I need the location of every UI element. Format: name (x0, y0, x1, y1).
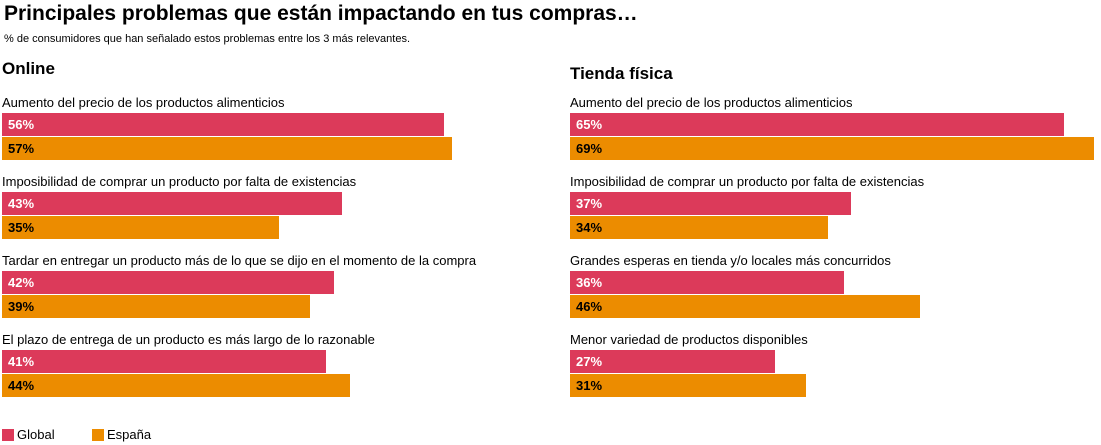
legend-swatch-global (2, 428, 14, 441)
bar-value-label: 35% (8, 220, 35, 235)
category-label: Aumento del precio de los productos alim… (2, 95, 285, 110)
legend-item-espana: España (92, 427, 151, 442)
bar-espa-a (2, 374, 350, 397)
bar-global (570, 192, 851, 215)
bar-global (2, 350, 326, 373)
bar-value-label: 36% (576, 275, 603, 290)
bar-value-label: 42% (8, 275, 35, 290)
bar-espa-a (2, 216, 279, 239)
legend-label-global: Global (17, 427, 55, 442)
bar-value-label: 57% (8, 141, 35, 156)
panel-title-tienda-f-sica: Tienda física (570, 64, 673, 83)
bar-value-label: 37% (576, 196, 603, 211)
bar-value-label: 65% (576, 117, 603, 132)
bar-value-label: 39% (8, 299, 35, 314)
bar-value-label: 56% (8, 117, 35, 132)
category-label: Menor variedad de productos disponibles (570, 332, 808, 347)
bar-espa-a (2, 295, 310, 318)
category-label: Imposibilidad de comprar un producto por… (2, 174, 357, 189)
bar-value-label: 69% (576, 141, 603, 156)
bar-value-label: 41% (8, 354, 35, 369)
panel-title-online: Online (2, 59, 55, 78)
bar-global (2, 113, 444, 136)
legend-item-global: Global (2, 427, 55, 442)
bar-value-label: 46% (576, 299, 603, 314)
category-label: Tardar en entregar un producto más de lo… (2, 253, 477, 268)
category-label: El plazo de entrega de un producto es má… (2, 332, 375, 347)
bar-espa-a (2, 137, 452, 160)
bar-value-label: 44% (8, 378, 35, 393)
legend-label-espana: España (107, 427, 152, 442)
bar-value-label: 43% (8, 196, 35, 211)
legend-swatch-espana (92, 428, 104, 441)
bar-value-label: 27% (576, 354, 603, 369)
category-label: Imposibilidad de comprar un producto por… (570, 174, 925, 189)
bar-value-label: 34% (576, 220, 603, 235)
category-label: Aumento del precio de los productos alim… (570, 95, 853, 110)
bar-global (570, 271, 844, 294)
bar-espa-a (570, 137, 1094, 160)
bar-global (570, 350, 775, 373)
bar-espa-a (570, 216, 828, 239)
bar-value-label: 31% (576, 378, 603, 393)
bar-global (2, 271, 334, 294)
bar-global (570, 113, 1064, 136)
bar-espa-a (570, 295, 920, 318)
chart-title: Principales problemas que están impactan… (4, 2, 638, 25)
category-label: Grandes esperas en tienda y/o locales má… (570, 253, 891, 268)
bar-espa-a (570, 374, 806, 397)
bar-global (2, 192, 342, 215)
chart-subtitle: % de consumidores que han señalado estos… (4, 33, 411, 45)
